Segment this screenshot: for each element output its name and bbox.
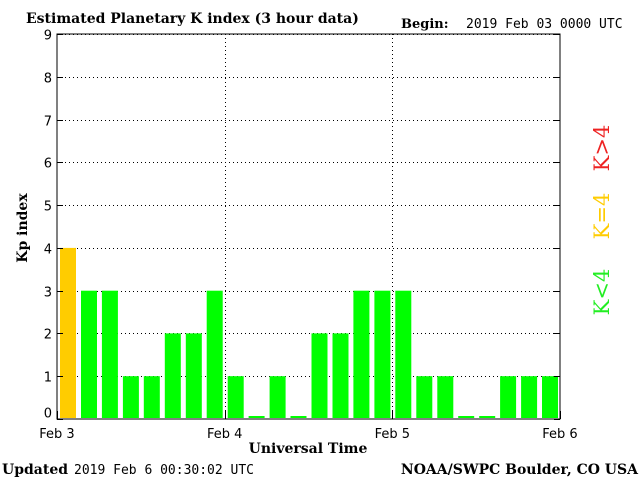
kp-bar [500,376,517,418]
kp-bar [374,290,391,418]
y-tick-label: 4 [44,243,52,258]
x-tick-label: Feb 5 [375,427,410,442]
kp-bar [185,333,202,418]
plot-frame [56,33,561,420]
kp-bar [101,290,118,418]
updated-value: 2019 Feb 6 00:30:02 UTC [74,463,254,478]
kp-bar [248,416,265,418]
kp-bar [122,376,139,418]
source-credit: NOAA/SWPC Boulder, CO USA [401,462,639,478]
x-tick-label: Feb 4 [207,427,242,442]
kp-bar [416,376,433,418]
y-tick-label: 6 [44,157,52,172]
bars [60,247,558,418]
y-ticks: 0 1 2 3 4 5 6 7 8 9 [44,29,560,422]
updated-label: Updated [2,462,68,478]
legend-item: K>4 [590,125,614,172]
kp-bar [81,290,97,418]
kp-bar [479,416,496,418]
y-tick-label: 9 [44,29,52,44]
kp-bar [437,376,454,418]
legend-item: K=4 [590,193,614,240]
kp-bar [311,333,328,418]
legend-item: K<4 [590,269,614,316]
kp-bar [542,376,558,418]
y-tick-label: 8 [44,72,52,87]
begin-value: 2019 Feb 03 0000 UTC [466,17,623,32]
kp-bar [521,376,538,418]
x-tick-label: Feb 3 [39,427,74,442]
kp-bar [60,247,76,418]
kp-bar [164,333,181,418]
kp-bar [269,376,286,418]
grid-lines [57,34,560,419]
y-axis-label: Kp index [15,193,31,263]
kp-bar [353,290,370,418]
begin-label: Begin: [401,17,449,32]
y-tick-label: 1 [44,371,52,386]
kp-bar [206,290,223,418]
y-tick-label: 2 [44,328,52,343]
kp-bar [143,376,160,418]
x-axis-label: Universal Time [249,441,368,457]
y-tick-label: 5 [44,200,52,215]
y-tick-label: 0 [44,407,52,422]
kp-bar [395,290,412,418]
kp-bar [332,333,349,418]
x-ticks: Feb 3 Feb 4 Feb 5 Feb 6 [39,411,578,442]
kp-bar [227,376,244,418]
x-tick-label: Feb 6 [542,427,577,442]
y-tick-label: 3 [44,286,52,301]
y-tick-label: 7 [44,115,52,130]
chart-title: Estimated Planetary K index (3 hour data… [26,11,359,27]
kp-bar [458,416,475,418]
kp-bar [290,416,307,418]
legend: K<4 K=4 K>4 [590,125,614,316]
